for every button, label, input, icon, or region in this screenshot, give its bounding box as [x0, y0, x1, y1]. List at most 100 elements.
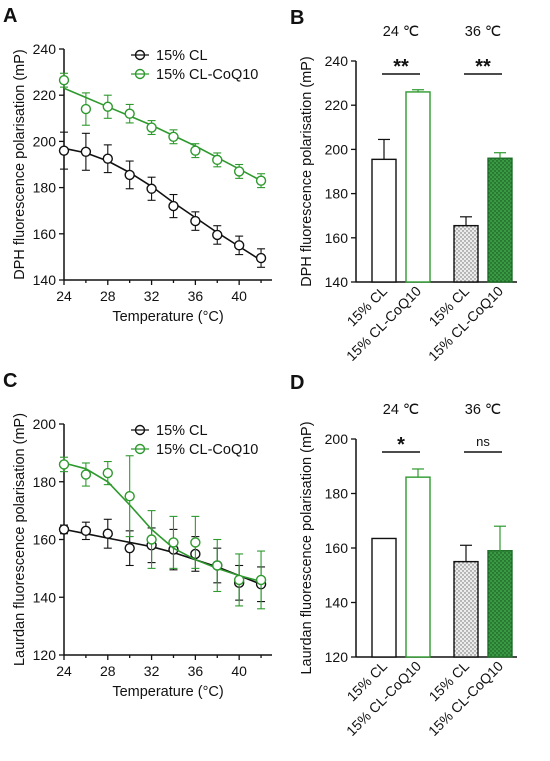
bar-cl-36 [453, 224, 479, 283]
data-point-coq10 [233, 166, 245, 177]
panel-letter-b: B [290, 7, 304, 29]
data-point-coq10 [190, 537, 201, 548]
x-tick-label: 32 [144, 663, 160, 679]
y-tick-label: 180 [325, 486, 349, 502]
data-point-cl [124, 169, 135, 181]
data-point-cl [146, 183, 157, 194]
bar-cl-24 [371, 158, 397, 283]
group-label: 36 ℃ [465, 24, 501, 40]
legend-label-coq10: 15% CL-CoQ10 [156, 67, 258, 83]
group-label: 24 ℃ [383, 402, 419, 418]
x-tick-label: 28 [100, 288, 116, 304]
y-tick-label: 160 [325, 230, 349, 246]
fit-curve-coq10 [63, 462, 262, 583]
y-tick-label: 160 [33, 532, 57, 548]
data-point-cl [212, 229, 223, 241]
bar-coq10-24 [405, 91, 431, 283]
x-tick-label: 36 [188, 663, 204, 679]
data-point-coq10 [255, 574, 267, 586]
data-point-coq10 [124, 108, 135, 119]
significance-label: ** [393, 56, 409, 78]
panel-c-line-chart: 120 140 160 180 200 24 28 32 36 40 Temperature (°C… [12, 413, 272, 700]
panel-letter-a: A [3, 5, 17, 27]
group-label: 24 ℃ [383, 24, 419, 40]
group-label: 36 ℃ [465, 402, 501, 418]
y-tick-label: 160 [325, 540, 349, 556]
data-point-coq10 [212, 560, 223, 571]
x-axis-title: Temperature (°C) [112, 309, 223, 325]
panel-a-line-chart: 140 160 180 200 220 240 24 28 32 36 40 Temperature … [12, 41, 272, 325]
panel-d-bar-chart: 120 140 160 180 200 Laurdan fluorescence pola… [299, 402, 517, 739]
data-point-cl [80, 146, 92, 157]
data-point-cl [80, 525, 92, 537]
y-axis-title: DPH fluorescence polarisation (mP) [299, 56, 315, 286]
x-tick-label: 36 [188, 288, 204, 304]
x-tick-label: 28 [100, 663, 116, 679]
data-point-coq10 [58, 74, 70, 86]
data-point-coq10 [102, 101, 113, 112]
y-tick-label: 200 [325, 431, 349, 447]
data-point-coq10 [102, 467, 113, 479]
data-point-coq10 [168, 537, 179, 548]
y-tick-label: 180 [33, 180, 57, 196]
data-point-cl [190, 215, 201, 227]
bar-cl-24 [371, 537, 397, 658]
y-tick-label: 120 [33, 647, 57, 663]
x-tick-label: 32 [144, 288, 160, 304]
data-point-coq10 [146, 122, 157, 133]
significance-label: * [397, 434, 405, 456]
y-tick-label: 200 [33, 133, 57, 149]
data-point-cl [233, 240, 245, 251]
x-tick-label: 24 [56, 663, 72, 679]
legend-label-cl: 15% CL [156, 48, 208, 64]
significance-label: ns [476, 434, 490, 449]
data-point-coq10 [255, 175, 267, 186]
fit-curve-cl [63, 147, 262, 262]
y-tick-label: 180 [325, 186, 349, 202]
y-tick-label: 220 [325, 97, 349, 113]
legend-label-coq10: 15% CL-CoQ10 [156, 442, 258, 458]
y-tick-label: 160 [33, 226, 57, 242]
panel-letter-c: C [3, 370, 17, 392]
data-point-cl [168, 200, 179, 212]
y-tick-label: 140 [325, 595, 349, 611]
data-point-cl [102, 528, 113, 539]
x-tick-label: 24 [56, 288, 72, 304]
data-point-coq10 [80, 469, 92, 480]
significance-label: ** [475, 56, 491, 78]
data-point-cl [58, 145, 70, 156]
y-axis-title: Laurdan fluorescence polarisation (mP) [299, 421, 315, 674]
x-tick-label: 40 [231, 288, 247, 304]
y-tick-label: 220 [33, 87, 57, 103]
y-tick-label: 240 [325, 53, 349, 69]
data-point-coq10 [58, 459, 70, 470]
y-tick-label: 120 [325, 649, 349, 665]
fit-curve-cl [63, 528, 262, 586]
data-point-coq10 [233, 574, 245, 586]
data-point-coq10 [212, 154, 223, 166]
y-tick-label: 180 [33, 474, 57, 490]
panel-letter-d: D [290, 372, 304, 394]
data-point-coq10 [124, 490, 135, 502]
data-point-cl [102, 153, 113, 164]
x-tick-label: 40 [231, 663, 247, 679]
y-tick-label: 240 [33, 41, 57, 57]
y-tick-label: 140 [33, 589, 57, 605]
data-point-cl [124, 542, 135, 554]
y-axis-title: DPH fluorescence polarisation (mP) [12, 49, 28, 279]
bar-coq10-24 [405, 476, 431, 658]
y-tick-label: 200 [325, 141, 349, 157]
bar-coq10-36 [487, 550, 513, 658]
panel-b-bar-chart: 140 160 180 200 220 240 DPH fluorescence polar… [299, 24, 517, 364]
data-point-cl [255, 252, 267, 264]
data-point-coq10 [190, 145, 201, 156]
data-point-coq10 [80, 103, 92, 115]
bar-coq10-36 [487, 157, 513, 283]
data-point-coq10 [146, 534, 157, 545]
bar-cl-36 [453, 560, 479, 658]
data-point-coq10 [168, 131, 179, 142]
y-tick-label: 140 [325, 274, 349, 290]
y-tick-label: 140 [33, 272, 57, 288]
legend-label-cl: 15% CL [156, 423, 208, 439]
